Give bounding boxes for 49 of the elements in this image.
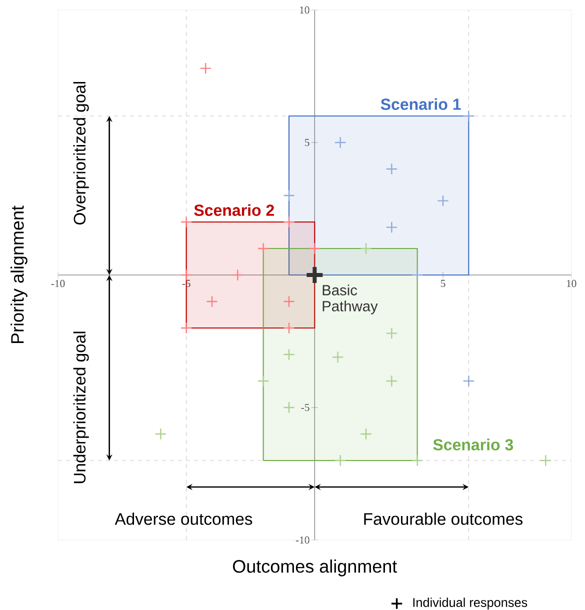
point [360,242,372,254]
point [334,454,346,466]
y-axis-title: Priority alignment [10,206,28,344]
point [180,216,192,228]
point [232,269,244,281]
point [180,269,192,281]
point [462,375,475,387]
x-tick-label: 10 [566,280,576,288]
annotation: Favourable outcomes [364,512,522,525]
point [540,454,552,466]
annotation: Overprioritized goal [73,82,89,225]
y-tick-label: -5 [301,404,310,412]
legend-title: Individual responses [413,598,528,610]
point [334,136,346,148]
point [386,221,398,234]
series-label: Scenario 2 [194,204,274,216]
point [386,375,398,387]
series-label: Basic Pathway [322,284,378,314]
point [360,428,372,440]
point [200,62,212,74]
point [308,242,321,254]
y-tick-label: -10 [296,536,310,544]
point [180,322,192,334]
point [257,375,270,387]
point [206,296,218,308]
y-tick-label: 5 [305,138,310,146]
point [283,296,295,308]
point [462,110,475,122]
point [437,194,449,207]
point [386,163,398,175]
point [386,327,398,340]
x-tick-label: -10 [51,280,65,288]
annotation: Adverse outcomes [114,512,252,525]
point [154,428,167,440]
point [283,348,295,360]
series-label: Scenario 1 [380,98,461,110]
point [283,402,295,414]
point [283,190,295,202]
point [411,454,424,466]
point [257,242,270,254]
annotation: Underprioritized goal [73,332,89,484]
x-tick-label: 5 [440,280,446,288]
point [332,351,344,364]
point [283,216,295,228]
point [283,322,295,334]
point [411,269,424,281]
x-axis-title: Outcomes alignment [232,560,398,576]
series-label: Scenario 3 [433,438,514,450]
y-tick-label: 10 [300,6,310,14]
